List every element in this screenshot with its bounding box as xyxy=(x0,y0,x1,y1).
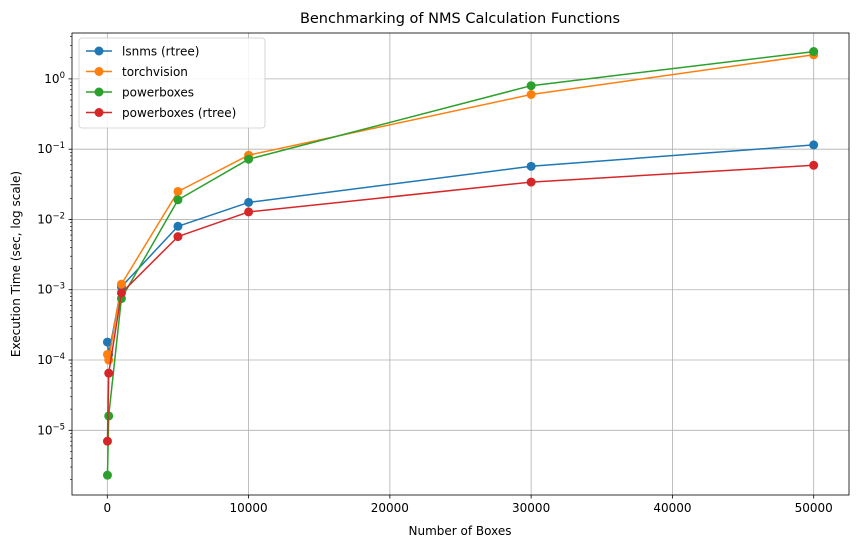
data-point xyxy=(526,89,536,99)
plot-frame xyxy=(71,32,850,496)
data-point xyxy=(526,161,536,171)
y-axis-label: Execution Time (sec, log scale) xyxy=(9,171,23,357)
data-point xyxy=(102,337,112,347)
y-tick-label: 100 xyxy=(44,71,65,86)
x-tick-label: 10000 xyxy=(229,501,267,515)
data-point xyxy=(244,197,254,207)
y-tick-label: 10−1 xyxy=(37,141,65,156)
data-point xyxy=(102,470,112,480)
data-point xyxy=(244,154,254,164)
y-tick-label: 10−2 xyxy=(37,211,65,226)
grid xyxy=(72,33,849,495)
legend-marker xyxy=(94,108,104,117)
x-tick-label: 40000 xyxy=(653,501,691,515)
data-point xyxy=(526,177,536,187)
x-axis-ticks: 0 10000 20000 30000 40000 50000 xyxy=(103,495,833,515)
data-point xyxy=(173,195,183,205)
data-point xyxy=(526,81,536,91)
x-tick-label: 30000 xyxy=(512,501,550,515)
data-point xyxy=(244,207,254,217)
x-tick-label: 20000 xyxy=(371,501,409,515)
data-point xyxy=(173,221,183,231)
data-point xyxy=(116,279,126,289)
data-point xyxy=(104,411,114,421)
x-axis-label: Number of Boxes xyxy=(409,524,512,538)
data-point xyxy=(116,288,126,298)
legend: lsnms (rtree) torchvision powerboxes powerb… xyxy=(78,37,266,129)
y-tick-label: 10−5 xyxy=(37,422,65,437)
data-point xyxy=(809,160,819,170)
data-point xyxy=(173,186,183,196)
legend-label: powerboxes (rtree) xyxy=(122,106,236,120)
data-point xyxy=(104,368,114,378)
y-tick-label: 10−3 xyxy=(37,282,65,297)
y-axis-ticks: 10−5 10−4 10−3 10−2 10−1 100 xyxy=(37,36,72,480)
legend-marker xyxy=(94,67,104,76)
legend-marker xyxy=(94,87,104,97)
data-point xyxy=(809,140,819,150)
x-tick-label: 50000 xyxy=(795,501,833,515)
data-point xyxy=(809,47,819,57)
data-point xyxy=(102,436,112,446)
data-point xyxy=(173,232,183,242)
series-layer xyxy=(102,47,819,480)
legend-marker xyxy=(94,46,104,56)
legend-box xyxy=(78,37,266,129)
legend-label: powerboxes xyxy=(122,86,194,100)
legend-label: torchvision xyxy=(122,65,188,79)
y-tick-label: 10−4 xyxy=(37,352,65,367)
chart-title: Benchmarking of NMS Calculation Function… xyxy=(300,11,620,27)
legend-label: lsnms (rtree) xyxy=(122,45,199,59)
x-tick-label: 0 xyxy=(103,501,111,515)
